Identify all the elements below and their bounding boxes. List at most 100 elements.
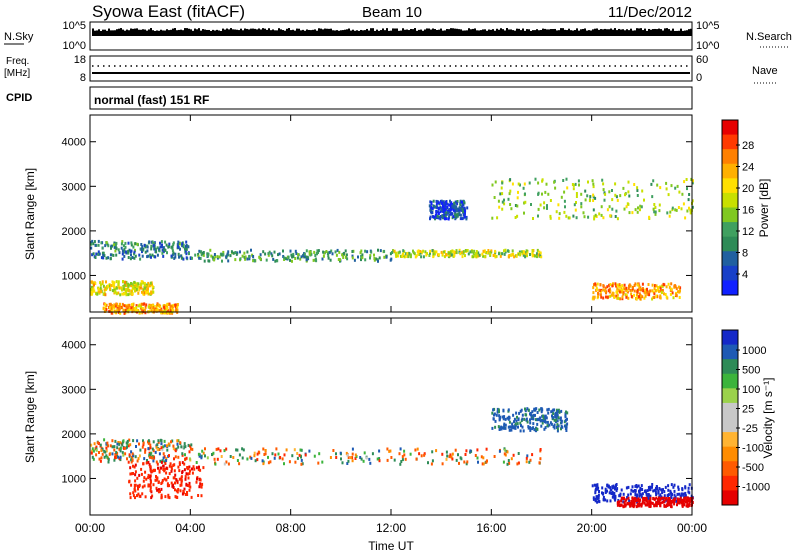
heatmap-cell — [657, 489, 660, 493]
heatmap-cell — [503, 252, 506, 256]
heatmap-cell — [132, 245, 135, 249]
nsky-bar — [630, 28, 632, 36]
heatmap-cell — [602, 498, 605, 502]
nsky-bar — [648, 28, 650, 36]
heatmap-cell — [451, 249, 454, 253]
heatmap-cell — [665, 181, 668, 185]
heatmap-cell — [241, 447, 244, 451]
heatmap-cell — [430, 211, 433, 215]
heatmap-cell — [463, 213, 466, 217]
heatmap-cell — [167, 309, 170, 312]
heatmap-cell — [244, 255, 247, 259]
heatmap-cell — [606, 489, 608, 493]
heatmap-cell — [532, 426, 535, 430]
heatmap-cell — [593, 295, 596, 299]
heatmap-cell — [298, 453, 301, 457]
nsky-bar — [518, 28, 520, 36]
heatmap-cell — [614, 215, 617, 218]
heatmap-cell — [156, 443, 159, 447]
heatmap-cell — [648, 494, 651, 498]
heatmap-cell — [161, 480, 164, 484]
heatmap-cell — [433, 215, 435, 219]
heatmap-cell — [227, 462, 230, 466]
heatmap-cell — [214, 255, 217, 259]
heatmap-cell — [675, 208, 678, 212]
nsky-bar — [616, 30, 618, 36]
heatmap-cell — [129, 492, 132, 496]
heatmap-cell — [646, 287, 648, 291]
heatmap-cell — [184, 493, 187, 496]
heatmap-cell — [627, 296, 630, 300]
heatmap-cell — [594, 213, 597, 217]
nsky-bar — [180, 29, 182, 36]
heatmap-cell — [548, 423, 551, 427]
heatmap-cell — [135, 304, 138, 308]
nsky-bar — [358, 30, 360, 36]
nsky-bar — [556, 30, 558, 36]
heatmap-cell — [556, 423, 559, 427]
heatmap-cell — [414, 448, 417, 452]
heatmap-cell — [278, 252, 281, 256]
heatmap-cell — [457, 208, 460, 212]
heatmap-cell — [667, 282, 670, 286]
heatmap-cell — [150, 496, 153, 500]
heatmap-cell — [506, 450, 509, 454]
nsky-bar — [288, 28, 290, 36]
heatmap-cell — [594, 196, 597, 200]
nsearch-label: N.Search — [746, 31, 792, 43]
heatmap-cell — [165, 466, 168, 470]
heatmap-cell — [587, 215, 590, 219]
heatmap-cell — [659, 294, 662, 298]
heatmap-cell — [662, 488, 664, 492]
nsky-bar — [96, 30, 98, 36]
heatmap-cell — [577, 179, 580, 183]
heatmap-cell — [408, 252, 411, 256]
heatmap-cell — [560, 421, 563, 425]
heatmap-cell — [98, 290, 100, 294]
nsky-bar — [508, 29, 510, 36]
nsky-bar — [538, 30, 540, 36]
heatmap-cell — [611, 198, 614, 202]
heatmap-cell — [402, 252, 405, 256]
heatmap-cell — [96, 441, 99, 445]
heatmap-cell — [665, 285, 668, 289]
colorbar-swatch — [722, 330, 738, 346]
heatmap-cell — [541, 418, 543, 422]
heatmap-cell — [544, 417, 547, 421]
heatmap-cell — [655, 493, 658, 496]
heatmap-cell — [264, 449, 267, 452]
heatmap-cell — [365, 456, 368, 460]
heatmap-cell — [149, 486, 152, 490]
heatmap-cell — [684, 496, 687, 500]
heatmap-cell — [128, 438, 131, 442]
heatmap-cell — [123, 283, 126, 287]
heatmap-cell — [675, 287, 678, 291]
nsky-bar — [640, 28, 642, 36]
heatmap-cell — [118, 286, 121, 290]
heatmap-cell — [241, 456, 244, 460]
nsky-bar — [512, 30, 514, 36]
nsky-bar — [404, 29, 406, 36]
heatmap-cell — [445, 200, 447, 204]
heatmap-cell — [187, 472, 190, 476]
heatmap-cell — [429, 200, 432, 204]
heatmap-cell — [321, 460, 324, 464]
heatmap-cell — [235, 252, 238, 256]
nsky-bar — [270, 30, 272, 36]
heatmap-cell — [549, 421, 552, 425]
nsky-bar — [166, 29, 168, 36]
heatmap-cell — [317, 249, 320, 253]
nsky-bar — [568, 28, 570, 36]
heatmap-cell — [524, 409, 527, 413]
heatmap-cell — [666, 211, 669, 215]
heatmap-cell — [501, 192, 504, 196]
heatmap-cell — [501, 181, 504, 185]
heatmap-cell — [444, 214, 447, 218]
heatmap-cell — [347, 459, 350, 463]
heatmap-cell — [103, 438, 106, 442]
heatmap-cell — [424, 250, 427, 254]
nsky-bar — [316, 30, 318, 36]
heatmap-cell — [584, 189, 587, 193]
heatmap-cell — [187, 484, 189, 487]
heatmap-cell — [691, 199, 694, 203]
